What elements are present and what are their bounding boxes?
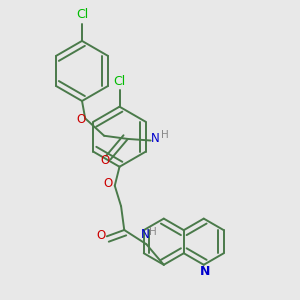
Text: O: O <box>103 177 112 190</box>
Text: H: H <box>149 227 157 237</box>
Text: N: N <box>200 265 211 278</box>
Text: O: O <box>76 113 86 126</box>
Text: O: O <box>101 154 110 167</box>
Text: H: H <box>161 130 168 140</box>
Text: N: N <box>140 228 149 241</box>
Text: Cl: Cl <box>113 75 126 88</box>
Text: Cl: Cl <box>76 8 88 21</box>
Text: N: N <box>151 132 160 145</box>
Text: O: O <box>97 229 106 242</box>
